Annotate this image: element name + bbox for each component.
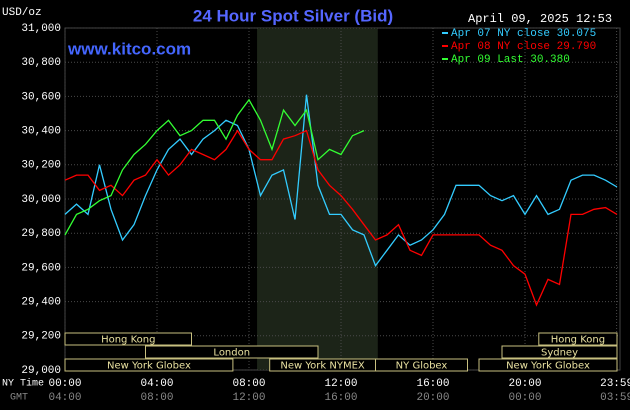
session-box [538,332,618,346]
session-box [501,345,618,359]
session-label: Hong Kong [101,335,155,346]
legend-label: Apr 07 NY close 30.075 [451,28,596,40]
x-tick-label: 16:00 [416,378,449,390]
session-label: Sydney [541,348,578,359]
y-tick-label: 29,600 [21,262,61,274]
unit-label: USD/oz [2,7,42,19]
chart-title: 24 Hour Spot Silver (Bid) [193,6,393,25]
gmt-tick-label: 03:59 [600,392,630,404]
x-tick-label: 00:00 [48,378,81,390]
series-line [64,98,365,236]
session-label: London [213,348,250,359]
session-label: NY Globex [396,361,448,372]
y-tick-label: 29,800 [21,228,61,240]
session-box [478,358,618,372]
x-tick-label: 12:00 [324,378,357,390]
gmt-tick-label: 08:00 [140,392,173,404]
x-tick-label: 04:00 [140,378,173,390]
session-label: New York Globex [107,361,191,372]
y-tick-label: 29,200 [21,331,61,343]
y-tick-label: 30,800 [21,57,61,69]
x-tick-label: 20:00 [508,378,541,390]
gmt-tick-label: 16:00 [324,392,357,404]
session-box [145,345,319,359]
legend-label: Apr 09 Last 30.380 [451,54,570,66]
session-label: New York NYMEX [280,361,365,372]
y-tick-label: 30,400 [21,126,61,138]
series-line [64,94,618,268]
y-tick-label: 30,600 [21,91,61,103]
y-tick-label: 30,000 [21,194,61,206]
y-tick-label: 29,400 [21,297,61,309]
x-row-label: GMT [10,393,28,404]
y-tick-label: 29,000 [21,365,61,377]
session-box [64,332,192,346]
session-box [64,358,234,372]
y-tick-label: 31,000 [21,23,61,35]
watermark: www.kitco.com [67,39,191,58]
gmt-tick-label: 20:00 [416,392,449,404]
series-line [64,129,618,307]
x-tick-label: 23:59 [600,378,630,390]
timestamp: April 09, 2025 12:53 [468,12,612,26]
x-row-label: NY Time [2,378,44,390]
x-tick-label: 08:00 [232,378,265,390]
session-label: New York Globex [506,361,590,372]
session-box [375,358,468,372]
gmt-tick-label: 12:00 [232,392,265,404]
gmt-tick-label: 04:00 [48,392,81,404]
gmt-tick-label: 00:00 [508,392,541,404]
y-tick-label: 30,200 [21,160,61,172]
legend-label: Apr 08 NY close 29.790 [451,41,596,53]
session-label: Hong Kong [551,335,605,346]
